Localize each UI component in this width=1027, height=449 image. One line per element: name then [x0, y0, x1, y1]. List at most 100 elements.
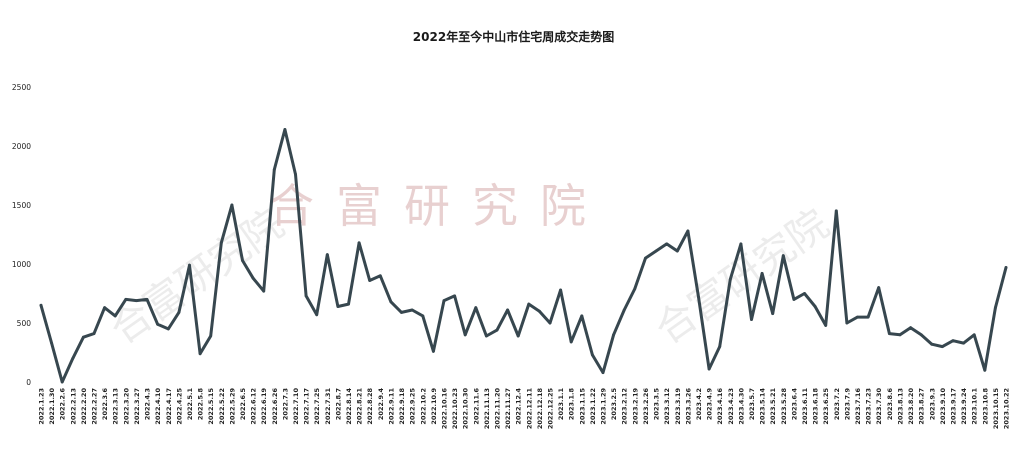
y-tick-label: 0	[26, 378, 31, 387]
data-point	[241, 259, 244, 262]
series-layer	[39, 128, 1008, 384]
data-point	[198, 352, 202, 356]
x-tick-label: 2022.7.10	[292, 388, 300, 425]
data-point	[930, 342, 934, 346]
x-tick-label: 2023.3.19	[674, 388, 682, 425]
x-tick-label: 2023.1.29	[600, 388, 608, 425]
data-point	[506, 308, 509, 312]
y-tick-label: 500	[17, 319, 32, 328]
watermark-center: 合富研究院	[268, 179, 608, 233]
data-point	[622, 308, 626, 312]
data-point	[824, 324, 828, 327]
x-tick-label: 2023.1.22	[589, 388, 597, 425]
x-tick-label: 2022.6.12	[250, 388, 258, 425]
data-point	[707, 367, 711, 371]
data-point	[188, 263, 191, 267]
data-point	[898, 333, 902, 337]
data-point	[113, 314, 117, 318]
x-tick-label: 2022.11.27	[504, 388, 512, 429]
data-point	[145, 298, 149, 301]
data-point	[219, 241, 223, 245]
data-point	[697, 295, 700, 299]
x-tick-label: 2023.7.16	[854, 388, 862, 425]
x-tick-label: 2023.5.28	[780, 388, 788, 425]
data-point	[739, 242, 743, 246]
data-point	[357, 241, 361, 245]
x-tick-label: 2022.9.18	[398, 388, 406, 425]
data-point	[294, 172, 297, 176]
x-tick-label: 2023.2.26	[642, 388, 650, 425]
data-point	[156, 322, 160, 326]
x-tick-label: 2023.9.10	[939, 388, 947, 425]
x-tick-label: 2022.5.15	[207, 388, 215, 425]
x-tick-label: 2022.3.13	[112, 388, 120, 425]
x-tick-label: 2023.9.3	[928, 388, 936, 420]
x-tick-label: 2022.12.18	[536, 388, 544, 430]
x-tick-label: 2023.8.27	[918, 388, 926, 425]
x-tick-label: 2023.9.24	[960, 388, 968, 425]
x-tick-label: 2023.9.17	[949, 388, 957, 425]
x-tick-label: 2022.5.1	[186, 388, 194, 421]
x-tick-label: 2022.4.25	[175, 388, 183, 425]
data-point	[230, 203, 234, 207]
x-tick-label: 2023.6.11	[801, 388, 809, 425]
data-point	[336, 305, 340, 308]
x-tick-label: 2022.9.11	[387, 388, 395, 425]
data-point	[877, 286, 881, 289]
data-point	[718, 345, 722, 348]
x-tick-label: 2023.5.21	[769, 388, 777, 425]
x-tick-label: 2023.2.5	[610, 388, 618, 421]
data-point	[400, 311, 403, 314]
data-point	[951, 339, 955, 343]
data-point	[792, 298, 796, 301]
x-tick-label: 2023.6.25	[822, 388, 830, 425]
x-tick-label: 2023.3.26	[684, 388, 692, 425]
data-point	[177, 311, 181, 314]
x-tick-label: 2022.2.27	[91, 388, 99, 425]
data-point	[251, 276, 255, 280]
x-tick-label: 2022.6.19	[260, 388, 268, 425]
data-point	[50, 341, 53, 345]
data-point	[601, 371, 605, 374]
data-point	[463, 333, 467, 337]
x-tick-label: 2022.1.23	[38, 388, 46, 425]
series-line	[39, 128, 1008, 384]
data-point	[135, 299, 138, 302]
data-point	[675, 249, 679, 253]
y-tick-label: 2500	[12, 83, 31, 92]
x-tick-label: 2023.4.30	[737, 388, 745, 425]
x-tick-label: 2023.4.16	[716, 388, 724, 425]
data-point	[442, 299, 446, 302]
data-point	[304, 294, 308, 298]
data-point	[39, 303, 43, 307]
y-tick-label: 2000	[12, 142, 31, 151]
x-tick-label: 2022.7.3	[281, 388, 289, 420]
data-point	[559, 288, 562, 292]
data-point	[82, 335, 85, 339]
data-point	[760, 272, 764, 275]
x-tick-label: 2023.7.30	[875, 388, 883, 425]
x-tick-label: 2023.8.6	[886, 388, 894, 421]
x-tick-label: 2022.2.6	[59, 388, 67, 421]
y-axis: 0 500 1000 1500 2000 2500	[12, 83, 31, 387]
x-tick-label: 2023.10.1	[971, 388, 979, 425]
x-tick-label: 2022.3.27	[133, 388, 141, 425]
data-point	[453, 294, 456, 298]
data-point	[166, 327, 170, 331]
data-point	[378, 274, 382, 278]
x-tick-label: 2022.8.28	[366, 388, 374, 425]
x-tick-label: 2023.4.23	[727, 388, 735, 425]
x-tick-label: 2022.10.2	[419, 388, 427, 425]
data-point	[538, 309, 541, 313]
data-point	[994, 306, 997, 310]
data-point	[527, 302, 531, 306]
data-point	[262, 289, 266, 293]
data-point	[71, 357, 75, 360]
x-tick-label: 2022.11.13	[483, 388, 491, 429]
x-tick-label: 2022.12.4	[515, 388, 523, 425]
y-tick-label: 1000	[12, 260, 31, 269]
data-point	[633, 287, 637, 291]
x-tick-label: 2023.5.7	[748, 388, 756, 420]
